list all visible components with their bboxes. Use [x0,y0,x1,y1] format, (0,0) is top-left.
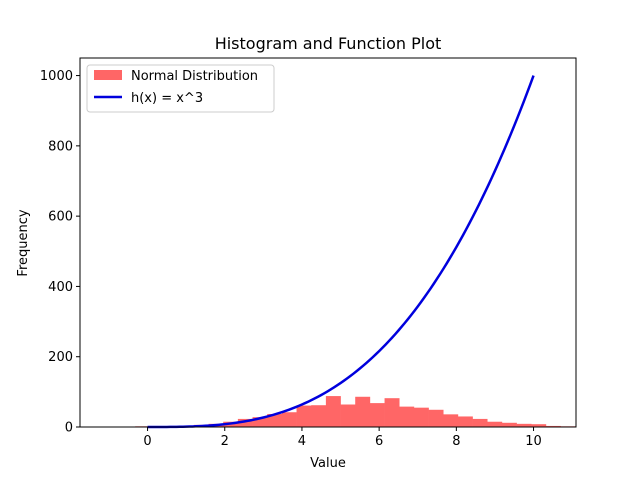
histogram-bar [296,405,312,427]
histogram-bar [501,422,517,427]
histogram-bar [545,425,561,427]
histogram-bar [428,409,444,427]
y-tick-label: 600 [48,210,73,225]
plot-frame [79,57,577,428]
x-tick-label: 4 [298,434,306,449]
histogram-bar [516,423,532,427]
x-tick-label: 0 [143,434,151,449]
y-tick-label: 200 [48,350,73,365]
histogram-bar [457,416,473,427]
y-tick-label: 0 [65,421,73,436]
legend-label-function: h(x) = x^3 [131,91,203,106]
histogram-bar [355,396,371,427]
function-line [147,75,535,429]
histogram-bar [384,398,400,427]
histogram-bar [472,418,488,427]
legend-label-histogram: Normal Distribution [131,69,258,84]
histogram-bar [413,407,429,427]
histogram-bar [369,403,385,427]
histogram-bar [340,404,356,427]
x-axis: 0 2 4 6 8 10 [143,427,542,449]
y-axis-label: Frequency [16,209,31,276]
histogram-bar [267,413,283,427]
y-tick-label: 1000 [40,69,73,84]
histogram-bar [325,396,341,427]
y-tick-label: 800 [48,139,73,154]
histogram-bar [399,406,415,427]
histogram-bar [487,421,503,427]
x-axis-label: Value [310,456,346,471]
histogram-bar [443,414,459,427]
y-axis: 0 200 400 600 800 1000 [40,69,80,436]
histogram-bar [311,405,327,427]
x-tick-label: 10 [525,434,542,449]
histogram-bar [252,417,268,427]
y-tick-label: 400 [48,280,73,295]
histogram-bar [237,418,253,427]
legend: Normal Distribution h(x) = x^3 [86,64,275,113]
histogram-bar [531,424,547,427]
chart-title: Histogram and Function Plot [215,34,442,53]
x-tick-label: 2 [221,434,229,449]
legend-swatch-histogram [94,70,122,80]
legend-box [86,64,275,113]
x-tick-label: 8 [452,434,460,449]
x-tick-label: 6 [375,434,383,449]
histogram-bar [281,412,297,427]
